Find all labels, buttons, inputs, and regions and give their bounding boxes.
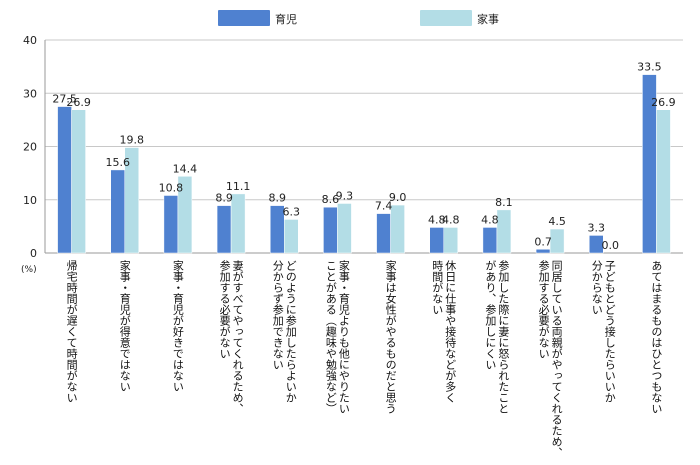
value-labels: 27.515.610.88.9 8.9 8.6 7.44.8 4.80.73.333.5… (52, 61, 675, 252)
y-tick-label: 20 (23, 141, 37, 154)
bar-家事-5 (337, 203, 352, 254)
category-label-line: 家事・育児よりも他にやりたい (337, 259, 350, 414)
bar-育児-0 (57, 106, 72, 254)
data-label: 14.4 (173, 162, 198, 175)
category-label: 帰宅時間が遅くて時間がない (65, 260, 78, 403)
y-tick-label: 0 (30, 247, 37, 260)
category-label-line: があり、参加しにくい (484, 260, 497, 370)
category-label-line: 家事・育児が得意ではない (118, 259, 131, 392)
bar-育児-2 (163, 195, 179, 254)
category-label: 家事・育児が好きではない (171, 259, 184, 392)
data-label: 9.0 (389, 191, 407, 204)
category-label-line: 家事は女性がやるものだと思う (384, 259, 397, 414)
category-label-line: 子どもとどう接したらいいか (603, 260, 616, 403)
bar-家事-7 (443, 227, 458, 254)
bar-育児-3 (216, 205, 232, 254)
category-label-line: 参加する必要がない (218, 259, 231, 359)
data-label: 7.4 (375, 200, 393, 213)
category-label-line: 分からない (590, 260, 603, 315)
category-label: あてはまるものはひとつもない (650, 260, 663, 414)
data-label: 0.0 (602, 239, 620, 252)
y-tick-label: 30 (23, 87, 37, 100)
category-label-line: 時間がない (431, 260, 444, 315)
bars (57, 74, 671, 254)
data-label: 3.3 (588, 221, 606, 234)
data-label: 4.8 (442, 213, 460, 226)
bar-家事-4 (284, 219, 299, 254)
category-labels: 帰宅時間が遅くて時間がない 家事・育児が得意ではない 家事・育児が好きではない 妻がす… (65, 259, 663, 458)
data-label: 10.8 (159, 181, 184, 194)
category-label-line: 妻がすべてやってくれるため、 (231, 260, 244, 414)
bar-育児-7 (429, 227, 444, 254)
bar-家事-2 (177, 176, 193, 254)
bar-家事-3 (230, 193, 246, 254)
legend-label: 家事 (477, 12, 499, 26)
data-label: 26.9 (651, 96, 676, 109)
y-tick-label: 40 (23, 34, 37, 47)
bar-家事-6 (390, 204, 405, 254)
category-label-line: 同居している両親がやってくれるため、 (550, 260, 563, 458)
data-label: 6.3 (283, 205, 301, 218)
bar-育児-6 (376, 213, 391, 254)
data-label: 9.3 (336, 189, 354, 202)
data-label: 4.8 (428, 213, 446, 226)
data-label: 8.9 (215, 192, 233, 205)
category-label-line: 分からず参加できない (271, 260, 284, 370)
category-label-line: 参加する必要がない (537, 259, 550, 359)
bar-家事-1 (124, 147, 139, 254)
bar-育児-8 (482, 227, 498, 254)
y-tick-label: 10 (23, 194, 37, 207)
category-label-line: 帰宅時間が遅くて時間がない (65, 260, 78, 403)
bar-育児-1 (110, 169, 125, 254)
category-label: 家事・育児が得意ではない (118, 259, 131, 392)
bar-育児-5 (323, 206, 338, 254)
legend-label: 育児 (275, 12, 297, 26)
bar-家事-11 (656, 109, 671, 254)
category-label: 家事は女性がやるものだと思う (384, 259, 397, 414)
category-label-line: ことがある（趣味や勉強など） (324, 260, 337, 414)
category-label: 同居している両親がやってくれるため、参加する必要がない (537, 259, 563, 458)
data-label: 19.8 (120, 134, 145, 147)
bar-家事-8 (496, 209, 512, 254)
data-label: 0.7 (534, 235, 552, 248)
data-label: 8.6 (322, 193, 340, 206)
bar-育児-10 (589, 235, 604, 254)
category-label-line: 休日に仕事や接待などが多く (444, 260, 457, 403)
bar-育児-9 (535, 249, 551, 254)
bar-家事-9 (549, 228, 565, 254)
bar-家事-0 (71, 109, 86, 254)
category-label: 妻がすべてやってくれるため、参加する必要がない (218, 259, 244, 414)
category-label-line: 参加した際に妻に怒られたこと (497, 259, 510, 414)
legend-swatch (218, 10, 270, 26)
data-label: 4.5 (548, 215, 566, 228)
data-label: 26.9 (66, 96, 91, 109)
data-label: 33.5 (637, 61, 662, 74)
category-label-line: 家事・育児が好きではない (171, 259, 184, 392)
data-label: 8.1 (495, 196, 513, 209)
legend-swatch (420, 10, 472, 26)
data-label: 8.9 (269, 192, 287, 205)
category-label-line: あてはまるものはひとつもない (650, 260, 663, 414)
category-label-line: どのように参加したらよいか (284, 260, 297, 403)
data-label: 15.6 (106, 156, 131, 169)
data-label: 27.5 (52, 93, 77, 106)
unit-label: (%) (21, 265, 37, 275)
data-label: 4.8 (481, 213, 499, 226)
legend: 育児 家事 (218, 10, 499, 26)
y-axis: 0 10 20 30 40 (23, 34, 683, 260)
data-label: 11.1 (226, 180, 251, 193)
